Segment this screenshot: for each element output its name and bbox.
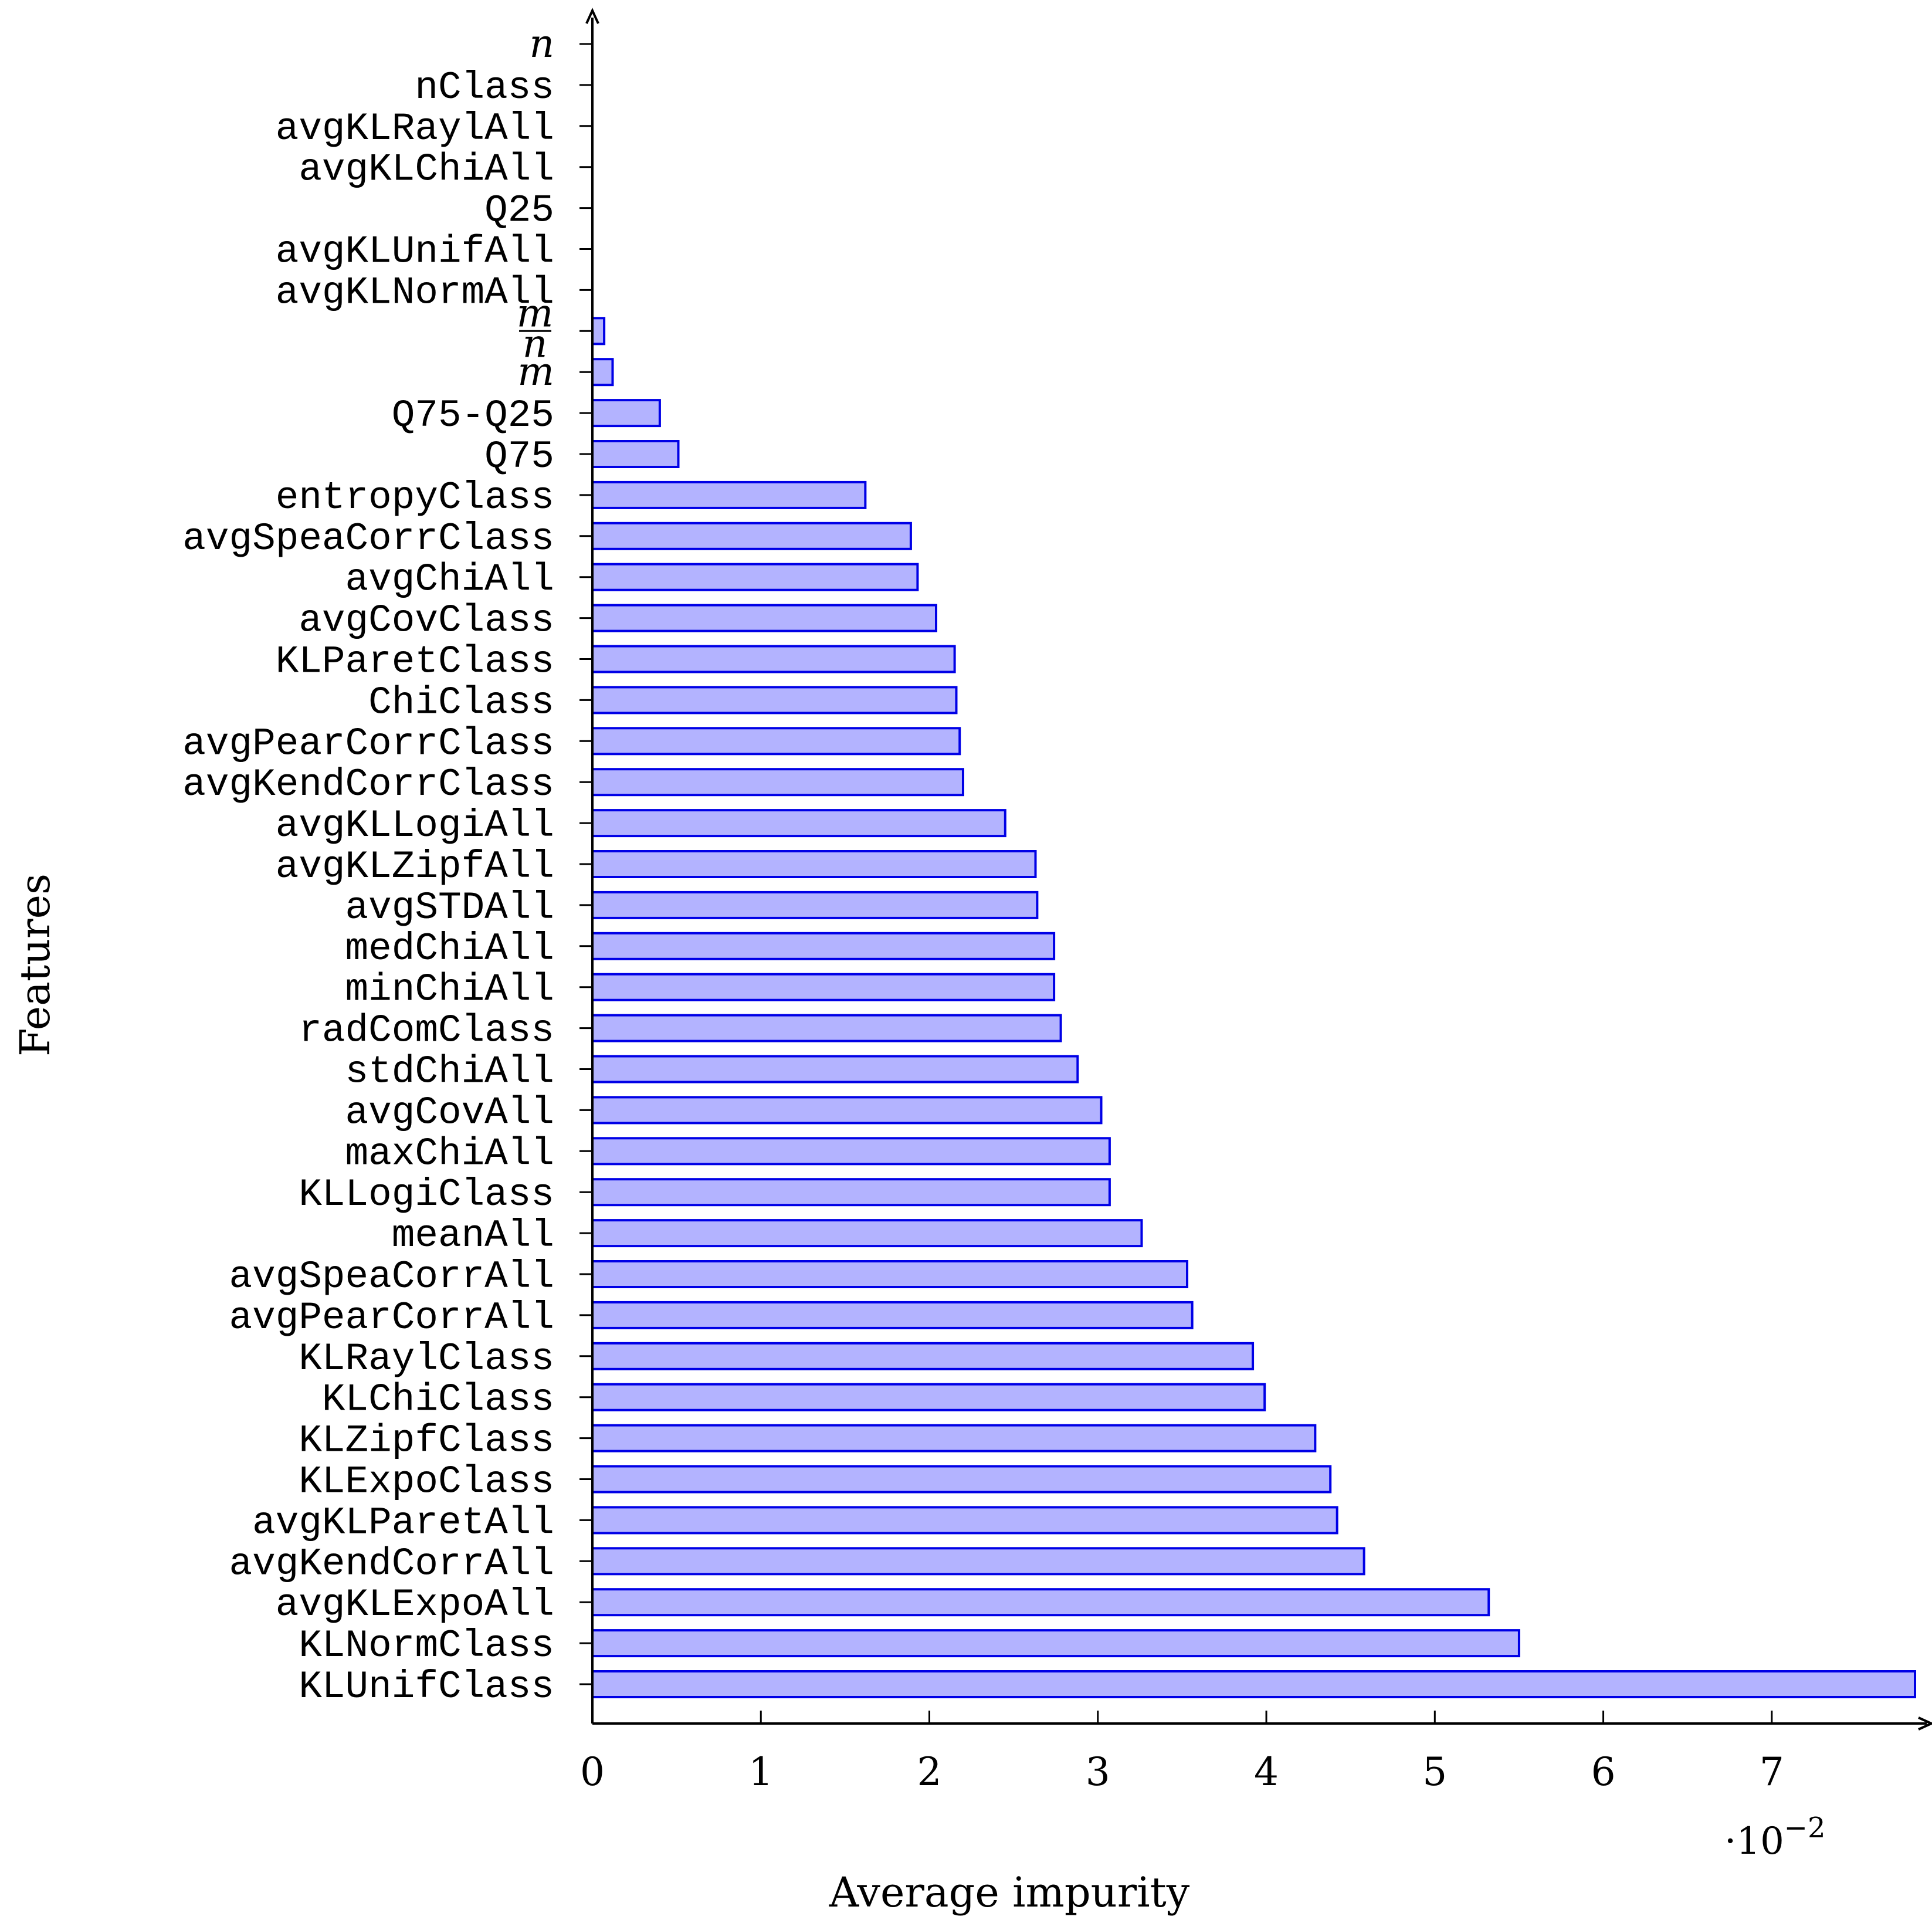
y-tick-label: avgKLParetAll bbox=[252, 1501, 554, 1545]
bar bbox=[592, 769, 963, 795]
y-tick-label: avgSpeaCorrClass bbox=[182, 517, 554, 561]
bar bbox=[592, 1302, 1192, 1328]
x-axis-multiplier: ·10−2 bbox=[1724, 1812, 1826, 1863]
y-tick-label: KLUnifClass bbox=[299, 1665, 554, 1709]
y-tick-label: avgKendCorrAll bbox=[229, 1542, 555, 1586]
y-tick-label: avgKLUnifAll bbox=[276, 230, 554, 274]
bar bbox=[592, 1589, 1489, 1615]
x-tick-label: 4 bbox=[1254, 1749, 1279, 1794]
bar bbox=[592, 1097, 1101, 1123]
x-tick-label: 3 bbox=[1086, 1749, 1110, 1794]
y-tick-label: KLNormClass bbox=[299, 1624, 554, 1668]
y-tick-label: avgCovClass bbox=[299, 599, 554, 643]
bar bbox=[592, 933, 1054, 959]
y-tick-label: avgKLLogiAll bbox=[276, 804, 554, 848]
bar bbox=[592, 1630, 1519, 1656]
bar bbox=[592, 892, 1037, 918]
bar bbox=[592, 1384, 1265, 1410]
y-tick-label: stdChiAll bbox=[345, 1050, 554, 1094]
bar bbox=[592, 851, 1035, 877]
y-tick-label: avgSTDAll bbox=[345, 886, 554, 930]
bar bbox=[592, 1426, 1315, 1451]
bar bbox=[592, 687, 956, 713]
y-tick-label: n bbox=[529, 21, 554, 66]
bar bbox=[592, 1220, 1141, 1246]
y-axis-title: Features bbox=[11, 873, 59, 1057]
x-axis-title: Average impurity bbox=[829, 1868, 1190, 1917]
y-tick-label: minChiAll bbox=[345, 968, 554, 1012]
y-tick-label: KLZipfClass bbox=[299, 1419, 554, 1463]
y-tick-label: avgKLRaylAll bbox=[276, 107, 554, 151]
bar bbox=[592, 605, 936, 631]
bar bbox=[592, 1507, 1337, 1533]
bar bbox=[592, 1467, 1330, 1492]
x-tick-label: 5 bbox=[1422, 1749, 1447, 1794]
bar bbox=[592, 810, 1005, 836]
y-tick-label: radComClass bbox=[299, 1009, 554, 1053]
bar bbox=[592, 974, 1054, 1000]
bar bbox=[592, 728, 960, 754]
y-tick-label: avgKLChiAll bbox=[299, 148, 554, 192]
x-tick-label: 1 bbox=[748, 1749, 773, 1794]
y-tick-label: avgKLNormAll bbox=[276, 270, 554, 314]
x-tick-label: 0 bbox=[580, 1749, 605, 1794]
bar bbox=[592, 1671, 1915, 1697]
bar bbox=[592, 1015, 1061, 1041]
y-tick-label: Q75 bbox=[484, 435, 554, 479]
y-tick-label: m bbox=[517, 349, 554, 394]
y-tick-label: avgChiAll bbox=[345, 558, 554, 602]
bar bbox=[592, 400, 660, 426]
x-axis-multiplier-exponent: −2 bbox=[1784, 1812, 1826, 1844]
bar bbox=[592, 1057, 1077, 1082]
bar bbox=[592, 441, 679, 467]
bar bbox=[592, 523, 911, 549]
bar bbox=[592, 482, 865, 508]
y-tick-label: KLExpoClass bbox=[299, 1460, 554, 1504]
bar bbox=[592, 318, 604, 344]
y-tick-label: maxChiAll bbox=[345, 1132, 554, 1176]
bar bbox=[592, 564, 917, 590]
bar bbox=[592, 1343, 1253, 1369]
y-tick-label: avgKLExpoAll bbox=[276, 1583, 554, 1627]
y-tick-label: KLParetClass bbox=[276, 640, 554, 684]
x-tick-label: 7 bbox=[1760, 1749, 1784, 1794]
y-tick-label: avgSpeaCorrAll bbox=[229, 1255, 555, 1299]
bar bbox=[592, 646, 955, 672]
bar bbox=[592, 1261, 1187, 1287]
y-tick-label: Q75-Q25 bbox=[392, 394, 554, 438]
y-tick-label: KLLogiClass bbox=[299, 1173, 554, 1217]
y-tick-label: avgPearCorrAll bbox=[229, 1296, 555, 1340]
bar bbox=[592, 1138, 1110, 1164]
y-tick-label: ChiClass bbox=[368, 680, 554, 724]
y-tick-label: KLChiClass bbox=[322, 1378, 554, 1422]
x-tick-label: 2 bbox=[917, 1749, 942, 1794]
bar bbox=[592, 1179, 1110, 1205]
y-tick-label: avgKLZipfAll bbox=[276, 845, 554, 889]
y-tick-label: avgCovAll bbox=[345, 1091, 554, 1135]
y-tick-label: KLRaylClass bbox=[299, 1337, 554, 1381]
bar bbox=[592, 359, 612, 385]
y-tick-label: medChiAll bbox=[345, 927, 554, 971]
x-tick-label: 6 bbox=[1591, 1749, 1616, 1794]
y-tick-label: avgPearCorrClass bbox=[182, 722, 554, 766]
x-axis-multiplier-base: ·10 bbox=[1724, 1820, 1784, 1863]
y-tick-label: avgKendCorrClass bbox=[182, 763, 554, 807]
y-tick-label: Q25 bbox=[484, 189, 554, 233]
y-tick-label: nClass bbox=[415, 66, 554, 110]
y-tick-label: entropyClass bbox=[276, 476, 554, 520]
bars-layer bbox=[592, 318, 1915, 1697]
y-tick-label: meanAll bbox=[392, 1214, 554, 1258]
bar bbox=[592, 1548, 1364, 1574]
